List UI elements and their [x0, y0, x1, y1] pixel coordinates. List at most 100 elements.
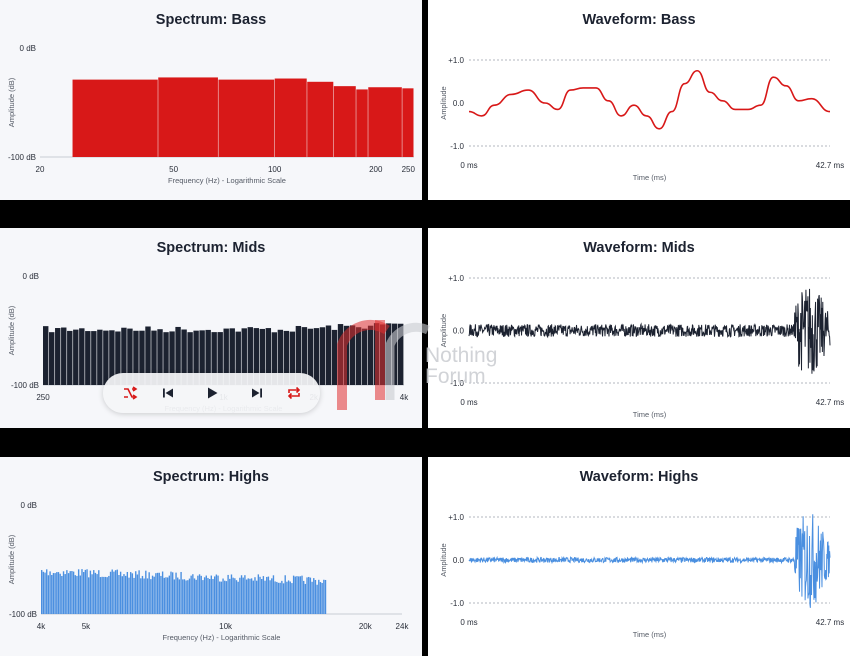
spectrum-bar: [215, 574, 218, 614]
spectrum-bar: [130, 572, 132, 614]
waveform-line: [468, 288, 831, 374]
spectrum-bar: [111, 569, 113, 614]
spectrum-bar: [253, 328, 259, 385]
spectrum-bar: [314, 579, 317, 614]
y-axis-label: Amplitude (dB): [7, 305, 16, 355]
spectrum-bass-panel: Spectrum: Bass 0 dB -100 dB Amplitude (dB)…: [0, 0, 422, 200]
spectrum-bar: [252, 580, 254, 614]
panel-title: Waveform: Highs: [579, 469, 699, 485]
spectrum-bar: [56, 572, 58, 614]
previous-button[interactable]: [159, 384, 177, 402]
spectrum-bar: [151, 330, 157, 385]
spectrum-bar: [187, 580, 189, 614]
spectrum-bar: [106, 577, 108, 614]
spectrum-bar: [289, 581, 291, 614]
spectrum-bar: [116, 569, 118, 614]
spectrum-bar: [150, 579, 152, 614]
spectrum-bar: [128, 577, 130, 614]
spectrum-bar: [217, 332, 223, 385]
spectrum-bar: [385, 323, 392, 385]
spectrum-bar: [156, 572, 159, 614]
spectrum-bar: [99, 577, 102, 614]
spectrum-bar: [197, 575, 199, 614]
spectrum-bar: [262, 576, 265, 614]
y-axis-label: Amplitude: [439, 86, 448, 119]
spectrum-bar: [98, 570, 100, 614]
spectrum-bar: [333, 86, 356, 157]
spectrum-bar: [289, 331, 296, 385]
spectrum-bar: [391, 323, 398, 385]
spectrum-bar: [284, 575, 286, 614]
y-tick-label: -1.0: [450, 142, 464, 151]
spectrum-bar: [306, 577, 308, 614]
spectrum-bar: [195, 579, 197, 614]
repeat-button[interactable]: [285, 384, 303, 402]
spectrum-bar: [193, 578, 196, 614]
spectrum-bar: [247, 327, 253, 385]
spectrum-bar: [212, 579, 214, 614]
spectrum-bar: [54, 573, 56, 614]
x-tick-label: 42.7 ms: [816, 618, 844, 627]
y-tick-label: 0.0: [453, 327, 465, 336]
spectrum-bar: [301, 575, 303, 614]
spectrum-bar: [181, 329, 187, 385]
spectrum-bar: [299, 576, 302, 614]
spectrum-bar: [168, 575, 171, 614]
spectrum-bar: [49, 332, 55, 385]
y-tick-label: +1.0: [448, 56, 464, 65]
spectrum-bar: [281, 580, 283, 614]
spectrum-bar: [123, 574, 125, 614]
spectrum-bar: [210, 575, 213, 614]
spectrum-bar: [81, 569, 83, 614]
spectrum-bar: [325, 325, 332, 385]
y-tick-label: 0 dB: [21, 501, 37, 510]
spectrum-bar: [42, 571, 45, 614]
spectrum-bar: [93, 570, 95, 614]
spectrum-bar: [218, 79, 275, 157]
waveform-bass-chart: +1.0 0.0 -1.0 Amplitude 0 ms 42.7 ms Time (ms): [439, 56, 844, 182]
spectrum-bar: [166, 577, 169, 614]
spectrum-bar: [118, 575, 120, 614]
play-button[interactable]: [203, 384, 221, 402]
spectrum-bar: [163, 332, 169, 385]
spectrum-bar: [265, 328, 272, 385]
x-tick-label: 200: [369, 165, 383, 174]
x-tick-label: 0 ms: [460, 618, 477, 627]
spectrum-bar: [237, 581, 239, 614]
spectrum-bar: [254, 577, 256, 614]
spectrum-bar: [220, 581, 223, 614]
spectrum-bar: [47, 575, 50, 614]
spectrum-bar: [302, 580, 305, 614]
spectrum-bar: [250, 578, 253, 614]
repeat-icon: [287, 386, 301, 400]
spectrum-bar: [148, 572, 150, 614]
x-tick-label: 5k: [82, 622, 91, 631]
spectrum-bar: [187, 332, 193, 385]
spectrum-bar: [208, 578, 211, 614]
spectrum-bar: [313, 578, 315, 614]
spectrum-bar: [113, 571, 115, 614]
spectrum-bar: [349, 325, 356, 385]
spectrum-bar: [109, 571, 112, 614]
spectrum-bar: [373, 323, 380, 385]
spectrum-bar: [175, 572, 177, 614]
spectrum-bar: [301, 327, 308, 385]
spectrum-bar: [84, 569, 87, 614]
spectrum-bar: [79, 575, 82, 614]
waveform-highs-panel: Waveform: Highs +1.0 0.0 -1.0 Amplitude 0 ms…: [428, 457, 850, 656]
spectrum-bar: [274, 78, 307, 157]
spectrum-bar: [311, 581, 313, 614]
y-tick-label: 0.0: [453, 556, 465, 565]
spectrum-bar: [44, 572, 46, 614]
spectrum-bar: [141, 575, 144, 614]
spectrum-bar: [182, 579, 184, 614]
waveform-line: [468, 514, 831, 608]
next-button[interactable]: [248, 384, 266, 402]
spectrum-bar: [61, 327, 67, 385]
x-axis-label: Frequency (Hz) - Logarithmic Scale: [163, 633, 281, 642]
spectrum-bar: [46, 569, 48, 614]
shuffle-button[interactable]: [121, 384, 139, 402]
spectrum-bar: [88, 577, 90, 614]
spectrum-bar: [202, 580, 204, 614]
spectrum-bar: [307, 81, 334, 157]
